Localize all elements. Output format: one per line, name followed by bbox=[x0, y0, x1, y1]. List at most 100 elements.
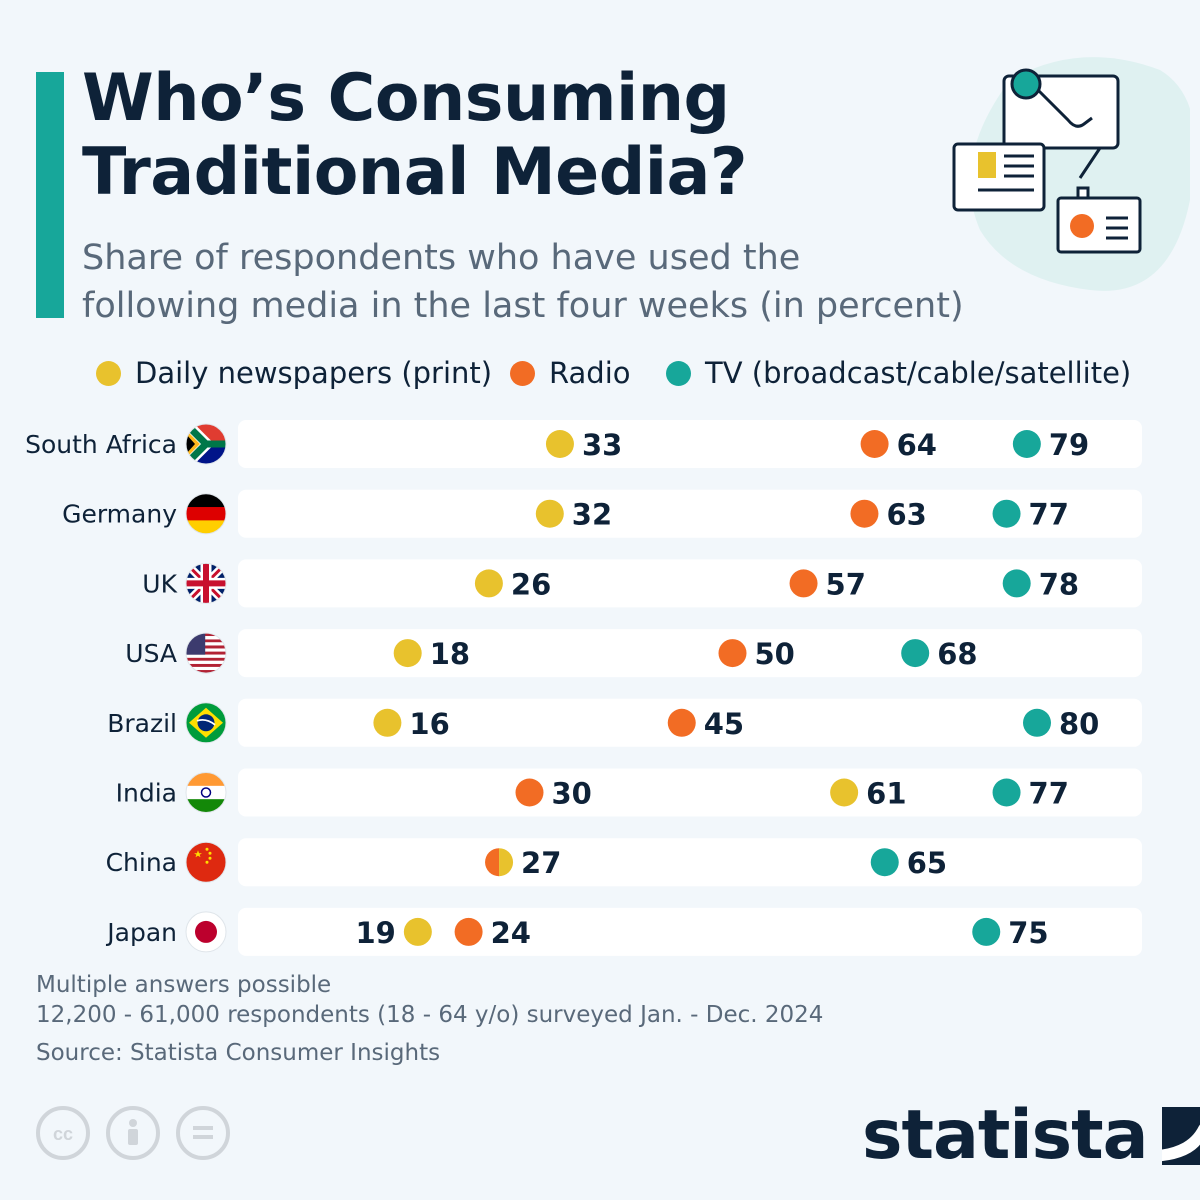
chart-notes: Multiple answers possible 12,200 - 61,00… bbox=[36, 970, 823, 1068]
row-background-usa bbox=[238, 629, 1142, 678]
microphone-icon bbox=[1010, 68, 1093, 128]
value-label-tv-uk: 78 bbox=[1039, 567, 1079, 601]
dot-radio-india bbox=[515, 778, 544, 807]
value-label-tv-brazil: 80 bbox=[1059, 707, 1099, 741]
uk-flag-icon bbox=[185, 562, 227, 604]
dot-tv-japan bbox=[972, 917, 1001, 946]
value-label-newspapers-radio-china: 27 bbox=[521, 846, 561, 880]
dot-newspapers-uk bbox=[474, 569, 503, 598]
legend-label-radio: Radio bbox=[549, 356, 631, 390]
value-label-radio-south-africa: 64 bbox=[897, 428, 937, 462]
row-background-japan bbox=[238, 907, 1142, 956]
row-background-china bbox=[238, 838, 1142, 887]
dot-newspapers-germany bbox=[535, 499, 564, 528]
value-label-radio-japan: 24 bbox=[491, 916, 531, 950]
india-flag-icon bbox=[185, 772, 227, 813]
chart-subtitle: Share of respondents who have used the f… bbox=[82, 234, 964, 330]
china-flag-icon bbox=[185, 841, 227, 883]
accent-bar bbox=[36, 72, 64, 318]
germany-flag-icon bbox=[185, 493, 227, 535]
dot-radio-uk bbox=[789, 569, 818, 598]
value-label-newspapers-japan: 19 bbox=[355, 916, 395, 950]
source-text: Source: Statista Consumer Insights bbox=[36, 1040, 441, 1066]
dot-tv-china bbox=[870, 848, 899, 877]
dot-radio-brazil bbox=[667, 708, 696, 737]
legend-item-newspapers: Daily newspapers (print) bbox=[96, 356, 492, 390]
dot-tv-brazil bbox=[1023, 708, 1051, 737]
value-label-newspapers-uk: 26 bbox=[511, 567, 551, 601]
category-label-india: India bbox=[116, 779, 177, 808]
dot-radio-south-africa bbox=[860, 430, 889, 458]
category-label-brazil: Brazil bbox=[107, 709, 177, 738]
dot-tv-usa bbox=[901, 639, 930, 668]
value-label-radio-germany: 63 bbox=[886, 498, 926, 532]
value-label-tv-japan: 75 bbox=[1008, 916, 1048, 950]
value-label-tv-usa: 68 bbox=[937, 637, 977, 671]
legend-item-radio: Radio bbox=[510, 356, 631, 390]
brazil-flag-icon bbox=[185, 702, 227, 744]
category-label-usa: USA bbox=[125, 639, 177, 668]
legend-label-tv: TV (broadcast/cable/satellite) bbox=[705, 356, 1132, 390]
radio-icon bbox=[1056, 186, 1142, 254]
statista-logo-icon bbox=[1161, 1107, 1200, 1165]
row-background-uk bbox=[238, 559, 1142, 608]
dot-newspapers-brazil bbox=[373, 708, 402, 737]
row-background-south-africa bbox=[238, 420, 1142, 468]
dot-newspapers-japan bbox=[403, 917, 432, 946]
newspaper-icon bbox=[952, 142, 1046, 212]
dot-newspapers-usa bbox=[393, 639, 422, 668]
category-label-south-africa: South Africa bbox=[25, 430, 177, 459]
value-label-radio-uk: 57 bbox=[826, 567, 866, 601]
category-label-china: China bbox=[106, 848, 177, 877]
value-label-newspapers-south-africa: 33 bbox=[582, 428, 622, 462]
dot-radio-china bbox=[485, 848, 500, 877]
chart-title-line2: Traditional Media? bbox=[82, 135, 748, 210]
value-label-radio-brazil: 45 bbox=[704, 707, 744, 741]
legend-item-tv: TV (broadcast/cable/satellite) bbox=[666, 356, 1131, 390]
row-background-india bbox=[238, 768, 1142, 817]
legend-swatch-tv bbox=[666, 360, 691, 386]
chart-title-line1: Who’s Consuming bbox=[82, 61, 730, 136]
row-background-germany bbox=[238, 489, 1142, 538]
license-icons: cc bbox=[36, 1106, 230, 1160]
dot-newspapers-india bbox=[830, 778, 859, 807]
value-label-newspapers-usa: 18 bbox=[430, 637, 470, 671]
dot-newspapers-china bbox=[499, 848, 514, 877]
svg-text:cc: cc bbox=[53, 1124, 73, 1144]
media-illustration bbox=[952, 57, 1190, 291]
value-label-radio-usa: 50 bbox=[755, 637, 795, 671]
dot-tv-south-africa bbox=[1012, 430, 1041, 458]
creative-commons-icon[interactable]: cc bbox=[36, 1106, 90, 1160]
dot-tv-germany bbox=[992, 499, 1021, 528]
legend-label-newspapers: Daily newspapers (print) bbox=[135, 356, 493, 390]
note-respondents: 12,200 - 61,000 respondents (18 - 64 y/o… bbox=[36, 1002, 824, 1028]
dot-radio-usa bbox=[718, 639, 747, 668]
dot-tv-uk bbox=[1002, 569, 1031, 598]
dot-tv-india bbox=[992, 778, 1021, 807]
value-label-tv-india: 77 bbox=[1029, 777, 1069, 811]
value-label-tv-germany: 77 bbox=[1029, 498, 1069, 532]
value-label-radio-india: 30 bbox=[552, 777, 592, 811]
chart-subtitle-line2: following media in the last four weeks (… bbox=[82, 286, 964, 326]
attribution-icon[interactable] bbox=[106, 1106, 160, 1160]
dot-newspapers-south-africa bbox=[545, 430, 574, 458]
chart-legend: Daily newspapers (print) Radio TV (broad… bbox=[0, 356, 1200, 396]
legend-swatch-newspapers bbox=[96, 360, 121, 386]
dot-radio-japan bbox=[454, 917, 483, 946]
no-derivatives-icon[interactable] bbox=[176, 1106, 230, 1160]
value-label-newspapers-india: 61 bbox=[866, 777, 906, 811]
category-label-japan: Japan bbox=[105, 918, 177, 947]
dot-radio-germany bbox=[850, 499, 879, 528]
japan-flag-icon bbox=[185, 911, 227, 953]
south-africa-flag-icon bbox=[185, 423, 227, 465]
statista-logo[interactable]: statista bbox=[862, 1100, 1200, 1172]
category-label-uk: UK bbox=[142, 569, 177, 598]
row-background-brazil bbox=[238, 698, 1142, 747]
value-label-newspapers-brazil: 16 bbox=[409, 707, 449, 741]
chart-subtitle-line1: Share of respondents who have used the bbox=[82, 238, 801, 278]
value-label-tv-china: 65 bbox=[907, 846, 947, 880]
usa-flag-icon bbox=[185, 632, 227, 674]
note-multiple-answers: Multiple answers possible bbox=[36, 972, 332, 998]
value-label-newspapers-germany: 32 bbox=[572, 498, 612, 532]
chart-title: Who’s Consuming Traditional Media? bbox=[82, 61, 748, 210]
